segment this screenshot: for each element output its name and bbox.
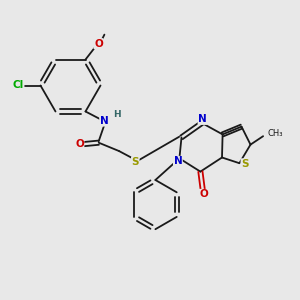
Text: O: O — [94, 39, 103, 49]
Text: N: N — [100, 116, 109, 126]
Text: S: S — [131, 157, 139, 167]
Text: H: H — [113, 110, 121, 119]
Text: S: S — [241, 159, 249, 169]
Text: O: O — [199, 189, 208, 200]
Text: N: N — [198, 114, 207, 124]
Text: Cl: Cl — [13, 80, 24, 91]
Text: O: O — [75, 139, 84, 149]
Text: CH₃: CH₃ — [268, 129, 283, 138]
Text: N: N — [173, 156, 182, 167]
